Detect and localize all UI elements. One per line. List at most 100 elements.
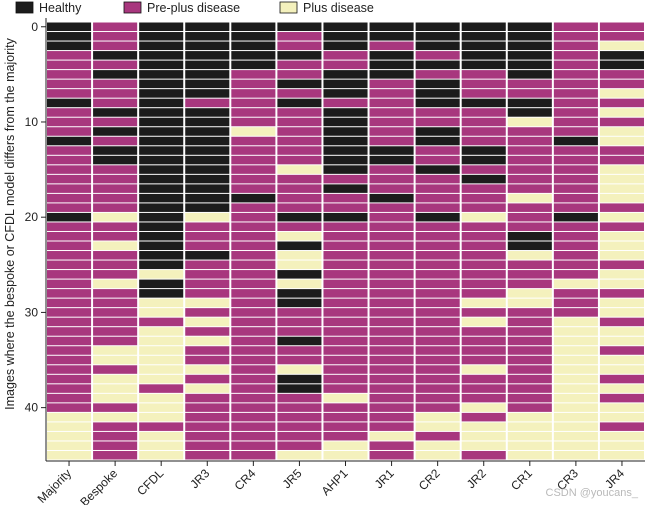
heatmap-cell: [415, 384, 460, 393]
heatmap-cell: [369, 289, 414, 298]
heatmap-cell: [277, 279, 322, 289]
heatmap-cell: [139, 422, 184, 431]
heatmap-cell: [93, 441, 138, 450]
heatmap-cell: [415, 146, 460, 155]
heatmap-cell: [415, 98, 460, 108]
heatmap-cell: [277, 289, 322, 298]
heatmap-cell: [93, 231, 138, 241]
heatmap-cell: [507, 374, 552, 384]
heatmap-cell: [415, 89, 460, 98]
heatmap-cell: [369, 317, 414, 327]
heatmap-cell: [93, 403, 138, 412]
heatmap-cell: [369, 184, 414, 193]
heatmap-cell: [47, 422, 92, 431]
heatmap-cell: [231, 346, 276, 355]
heatmap-cell: [415, 422, 460, 431]
heatmap-cell: [553, 146, 598, 155]
heatmap-cell: [323, 346, 368, 355]
heatmap-cell: [93, 193, 138, 203]
heatmap-cell: [185, 441, 230, 450]
heatmap-cell: [139, 355, 184, 365]
heatmap-cell: [277, 60, 322, 70]
heatmap-cell: [507, 384, 552, 393]
heatmap-cell: [553, 327, 598, 336]
heatmap-cell: [231, 231, 276, 241]
heatmap-cell: [139, 193, 184, 203]
heatmap-cell: [93, 89, 138, 98]
heatmap-cell: [47, 336, 92, 346]
heatmap-cell: [277, 403, 322, 412]
heatmap-cell: [93, 41, 138, 51]
heatmap-cell: [47, 317, 92, 327]
legend: Healthy Pre-plus disease Plus disease: [15, 1, 374, 15]
heatmap-cell: [277, 365, 322, 374]
heatmap-cell: [139, 308, 184, 317]
heatmap-cell: [461, 279, 506, 289]
heatmap-cell: [277, 251, 322, 260]
heatmap-cell: [415, 279, 460, 289]
heatmap-cell: [231, 412, 276, 422]
heatmap-cell: [231, 441, 276, 450]
heatmap-cell: [507, 431, 552, 441]
heatmap-cell: [323, 450, 368, 460]
heatmap-cell: [93, 70, 138, 79]
heatmap-cell: [93, 393, 138, 403]
heatmap-cell: [185, 89, 230, 98]
heatmap-cell: [553, 222, 598, 231]
heatmap-cell: [323, 241, 368, 251]
heatmap-cell: [231, 174, 276, 184]
heatmap-cell: [93, 222, 138, 231]
heatmap-cell: [231, 450, 276, 460]
heatmap-cell: [507, 41, 552, 51]
heatmap-cell: [185, 393, 230, 403]
heatmap-cell: [93, 450, 138, 460]
heatmap-cell: [507, 289, 552, 298]
heatmap-cell: [507, 346, 552, 355]
heatmap-cell: [47, 403, 92, 412]
heatmap-cell: [231, 251, 276, 260]
heatmap-cell: [93, 127, 138, 136]
heatmap-cell: [277, 431, 322, 441]
heatmap-cell: [323, 22, 368, 32]
legend-swatch-pre-plus-disease: [123, 1, 142, 14]
heatmap-cell: [231, 89, 276, 98]
heatmap-cell: [553, 393, 598, 403]
heatmap-cell: [553, 431, 598, 441]
heatmap-cell: [185, 317, 230, 327]
heatmap-cell: [553, 412, 598, 422]
heatmap-cell: [599, 355, 644, 365]
heatmap-cell: [47, 374, 92, 384]
heatmap-cell: [461, 317, 506, 327]
heatmap-cell: [277, 89, 322, 98]
heatmap-cell: [185, 355, 230, 365]
heatmap-cell: [323, 98, 368, 108]
heatmap-cell: [415, 222, 460, 231]
heatmap-cell: [415, 127, 460, 136]
heatmap-cell: [47, 393, 92, 403]
heatmap-cell: [369, 212, 414, 222]
heatmap-cell: [47, 355, 92, 365]
heatmap-cell: [553, 289, 598, 298]
heatmap-cell: [369, 260, 414, 270]
heatmap-cell: [47, 222, 92, 231]
x-tick-label: JR3: [187, 466, 212, 491]
heatmap-cell: [369, 98, 414, 108]
heatmap-cell: [599, 22, 644, 32]
heatmap-cell: [93, 289, 138, 298]
heatmap-cell: [93, 60, 138, 70]
heatmap-cell: [93, 51, 138, 60]
heatmap-cell: [599, 155, 644, 165]
heatmap-cell: [231, 203, 276, 212]
heatmap-cell: [599, 89, 644, 98]
heatmap-cell: [93, 136, 138, 146]
heatmap-cell: [185, 222, 230, 231]
heatmap-cell: [553, 70, 598, 79]
heatmap-cell: [231, 222, 276, 231]
heatmap-cell: [461, 336, 506, 346]
heatmap-cell: [553, 336, 598, 346]
heatmap-cell: [47, 32, 92, 41]
heatmap-cell: [599, 279, 644, 289]
heatmap-cell: [323, 165, 368, 174]
heatmap-cell: [461, 374, 506, 384]
